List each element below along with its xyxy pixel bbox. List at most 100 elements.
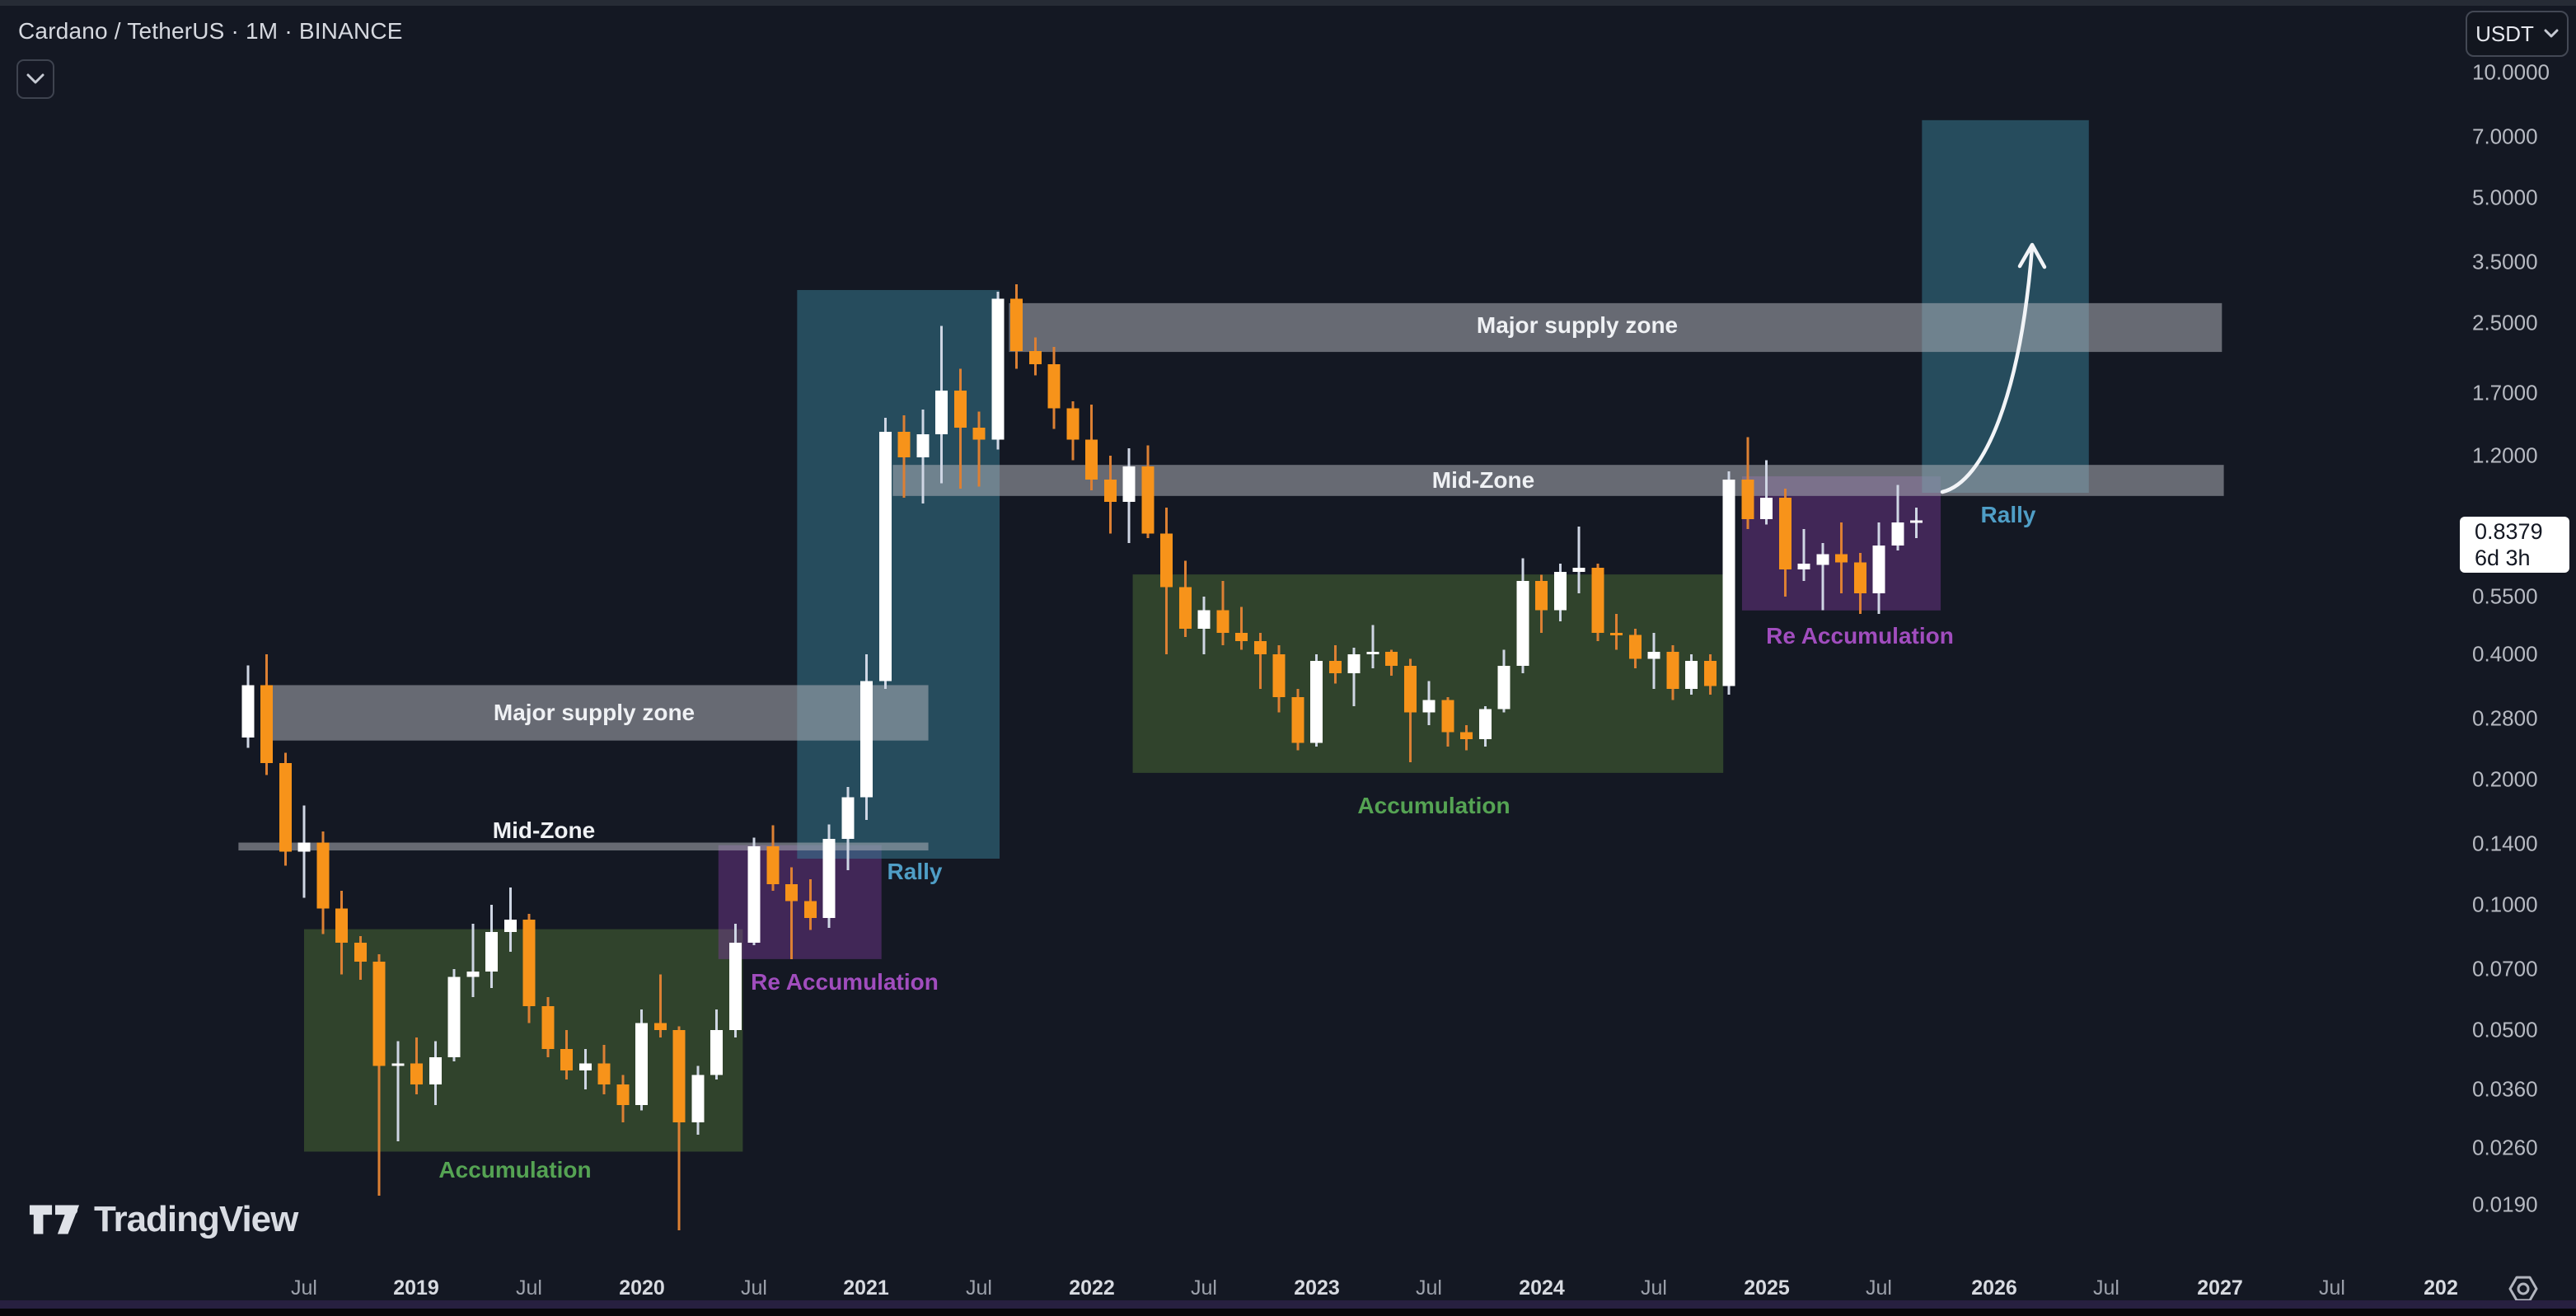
candle-body [1685, 661, 1698, 690]
candle-wick [977, 411, 981, 487]
candle-wick [471, 923, 475, 997]
candle-2025-01 [1760, 460, 1773, 525]
candle-body [785, 884, 798, 902]
candle-body [1760, 498, 1773, 519]
label-major-supply-zone[interactable]: Major supply zone [1476, 312, 1679, 338]
candle-body [503, 920, 517, 932]
time-tick-2026: 2026 [1971, 1276, 2017, 1300]
candle-body [1816, 554, 1829, 565]
label-mid-zone[interactable]: Mid-Zone [492, 817, 596, 843]
candle-2019-08 [541, 996, 555, 1057]
candle-2025-09 [1910, 508, 1923, 539]
currency-dropdown[interactable]: USDT [2466, 11, 2569, 57]
chevron-down-icon [2544, 29, 2559, 38]
time-tick-Jul: Jul [1866, 1276, 1892, 1300]
candle-2018-12 [391, 1041, 405, 1141]
symbol-title[interactable]: Cardano / TetherUS · 1M · BINANCE [18, 18, 403, 44]
time-tick-2025: 2025 [1744, 1276, 1790, 1300]
candle-wick [1240, 606, 1243, 650]
candle-2020-08 [766, 825, 780, 891]
candle-body [935, 390, 948, 435]
candle-2020-12 [841, 786, 855, 871]
label-rally[interactable]: Rally [1980, 502, 2036, 527]
candle-body [1253, 640, 1267, 654]
candle-2020-07 [747, 837, 761, 945]
candle-body [1085, 439, 1098, 480]
label-re-accumulation[interactable]: Re Accumulation [751, 969, 939, 995]
price-tick-0.0190: 0.0190 [2472, 1192, 2538, 1217]
candle-body [1853, 562, 1866, 594]
window-top-edge [0, 0, 2576, 6]
price-tick-0.0360: 0.0360 [2472, 1076, 2538, 1102]
candle-2021-05 [935, 325, 948, 484]
candle-wick [658, 974, 662, 1037]
candle-2023-01 [1310, 653, 1323, 747]
axis-settings-button[interactable] [2505, 1271, 2541, 1307]
candle-2020-01 [635, 1009, 648, 1111]
candle-2022-11 [1272, 645, 1286, 713]
candle-2023-10 [1478, 705, 1492, 747]
candle-2024-05 [1610, 613, 1623, 650]
candle-2019-11 [597, 1045, 611, 1095]
candle-body [1722, 480, 1735, 686]
tradingview-logo[interactable]: TradingView [28, 1199, 298, 1240]
candle-body [691, 1075, 705, 1122]
label-rally[interactable]: Rally [887, 859, 943, 884]
candle-body [1216, 610, 1229, 634]
price-tick-0.4000: 0.4000 [2472, 641, 2538, 667]
price-tick-0.1000: 0.1000 [2472, 892, 2538, 917]
price-tick-0.0260: 0.0260 [2472, 1135, 2538, 1160]
zone-accumulation-2[interactable] [1132, 574, 1724, 773]
candle-wick [1765, 460, 1768, 525]
candle-2019-09 [560, 1029, 573, 1080]
candle-body [1910, 520, 1923, 523]
label-accumulation[interactable]: Accumulation [1357, 793, 1510, 818]
candle-body [541, 1006, 555, 1049]
label-major-supply-zone[interactable]: Major supply zone [493, 700, 696, 725]
label-accumulation[interactable]: Accumulation [438, 1157, 592, 1183]
time-tick-Jul: Jul [1416, 1276, 1442, 1300]
time-tick-Jul: Jul [2319, 1276, 2345, 1300]
candle-2022-02 [1103, 455, 1117, 534]
label-re-accumulation[interactable]: Re Accumulation [1766, 623, 1954, 649]
candle-2019-12 [616, 1075, 630, 1122]
candle-2023-09 [1460, 725, 1473, 751]
candle-2024-04 [1591, 564, 1604, 641]
candle-body [728, 943, 742, 1030]
time-tick-2023: 2023 [1294, 1276, 1340, 1300]
price-tick-0.2800: 0.2800 [2472, 705, 2538, 731]
candle-body [1347, 653, 1361, 673]
rally-projection-arrow[interactable] [1940, 245, 2035, 494]
candle-body [1441, 700, 1454, 733]
band-major-supply-zone-1[interactable] [264, 685, 929, 741]
price-tick-3.5000: 3.5000 [2472, 249, 2538, 274]
tradingview-logo-text: TradingView [94, 1199, 298, 1239]
candle-2022-03 [1122, 447, 1136, 543]
candle-2022-05 [1160, 508, 1173, 654]
candle-2023-04 [1366, 625, 1379, 668]
candle-body [522, 920, 536, 1007]
band-mid-zone-line-1[interactable] [238, 842, 929, 851]
candle-body [1291, 697, 1304, 743]
legend-collapse-button[interactable] [16, 59, 54, 99]
candle-body [616, 1084, 630, 1105]
candle-body [1047, 363, 1061, 409]
candle-2021-07 [972, 411, 986, 487]
candle-body [1647, 652, 1660, 659]
candle-2018-06 [279, 752, 292, 866]
candle-body [1028, 351, 1042, 364]
zone-rally-1[interactable] [797, 289, 1000, 859]
candle-2021-08 [991, 292, 1005, 450]
candle-2021-09 [1010, 283, 1023, 369]
candle-body [485, 931, 498, 972]
candle-body [1741, 480, 1754, 519]
candle-2019-01 [410, 1037, 423, 1095]
candle-2023-06 [1403, 658, 1417, 762]
label-mid-zone[interactable]: Mid-Zone [1431, 467, 1535, 493]
window-bottom-edge [0, 1300, 2576, 1309]
time-tick-Jul: Jul [2093, 1276, 2119, 1300]
zone-re-accumulation-1[interactable] [718, 845, 882, 959]
candle-body [1516, 580, 1529, 666]
time-tick-2020: 2020 [619, 1276, 665, 1300]
